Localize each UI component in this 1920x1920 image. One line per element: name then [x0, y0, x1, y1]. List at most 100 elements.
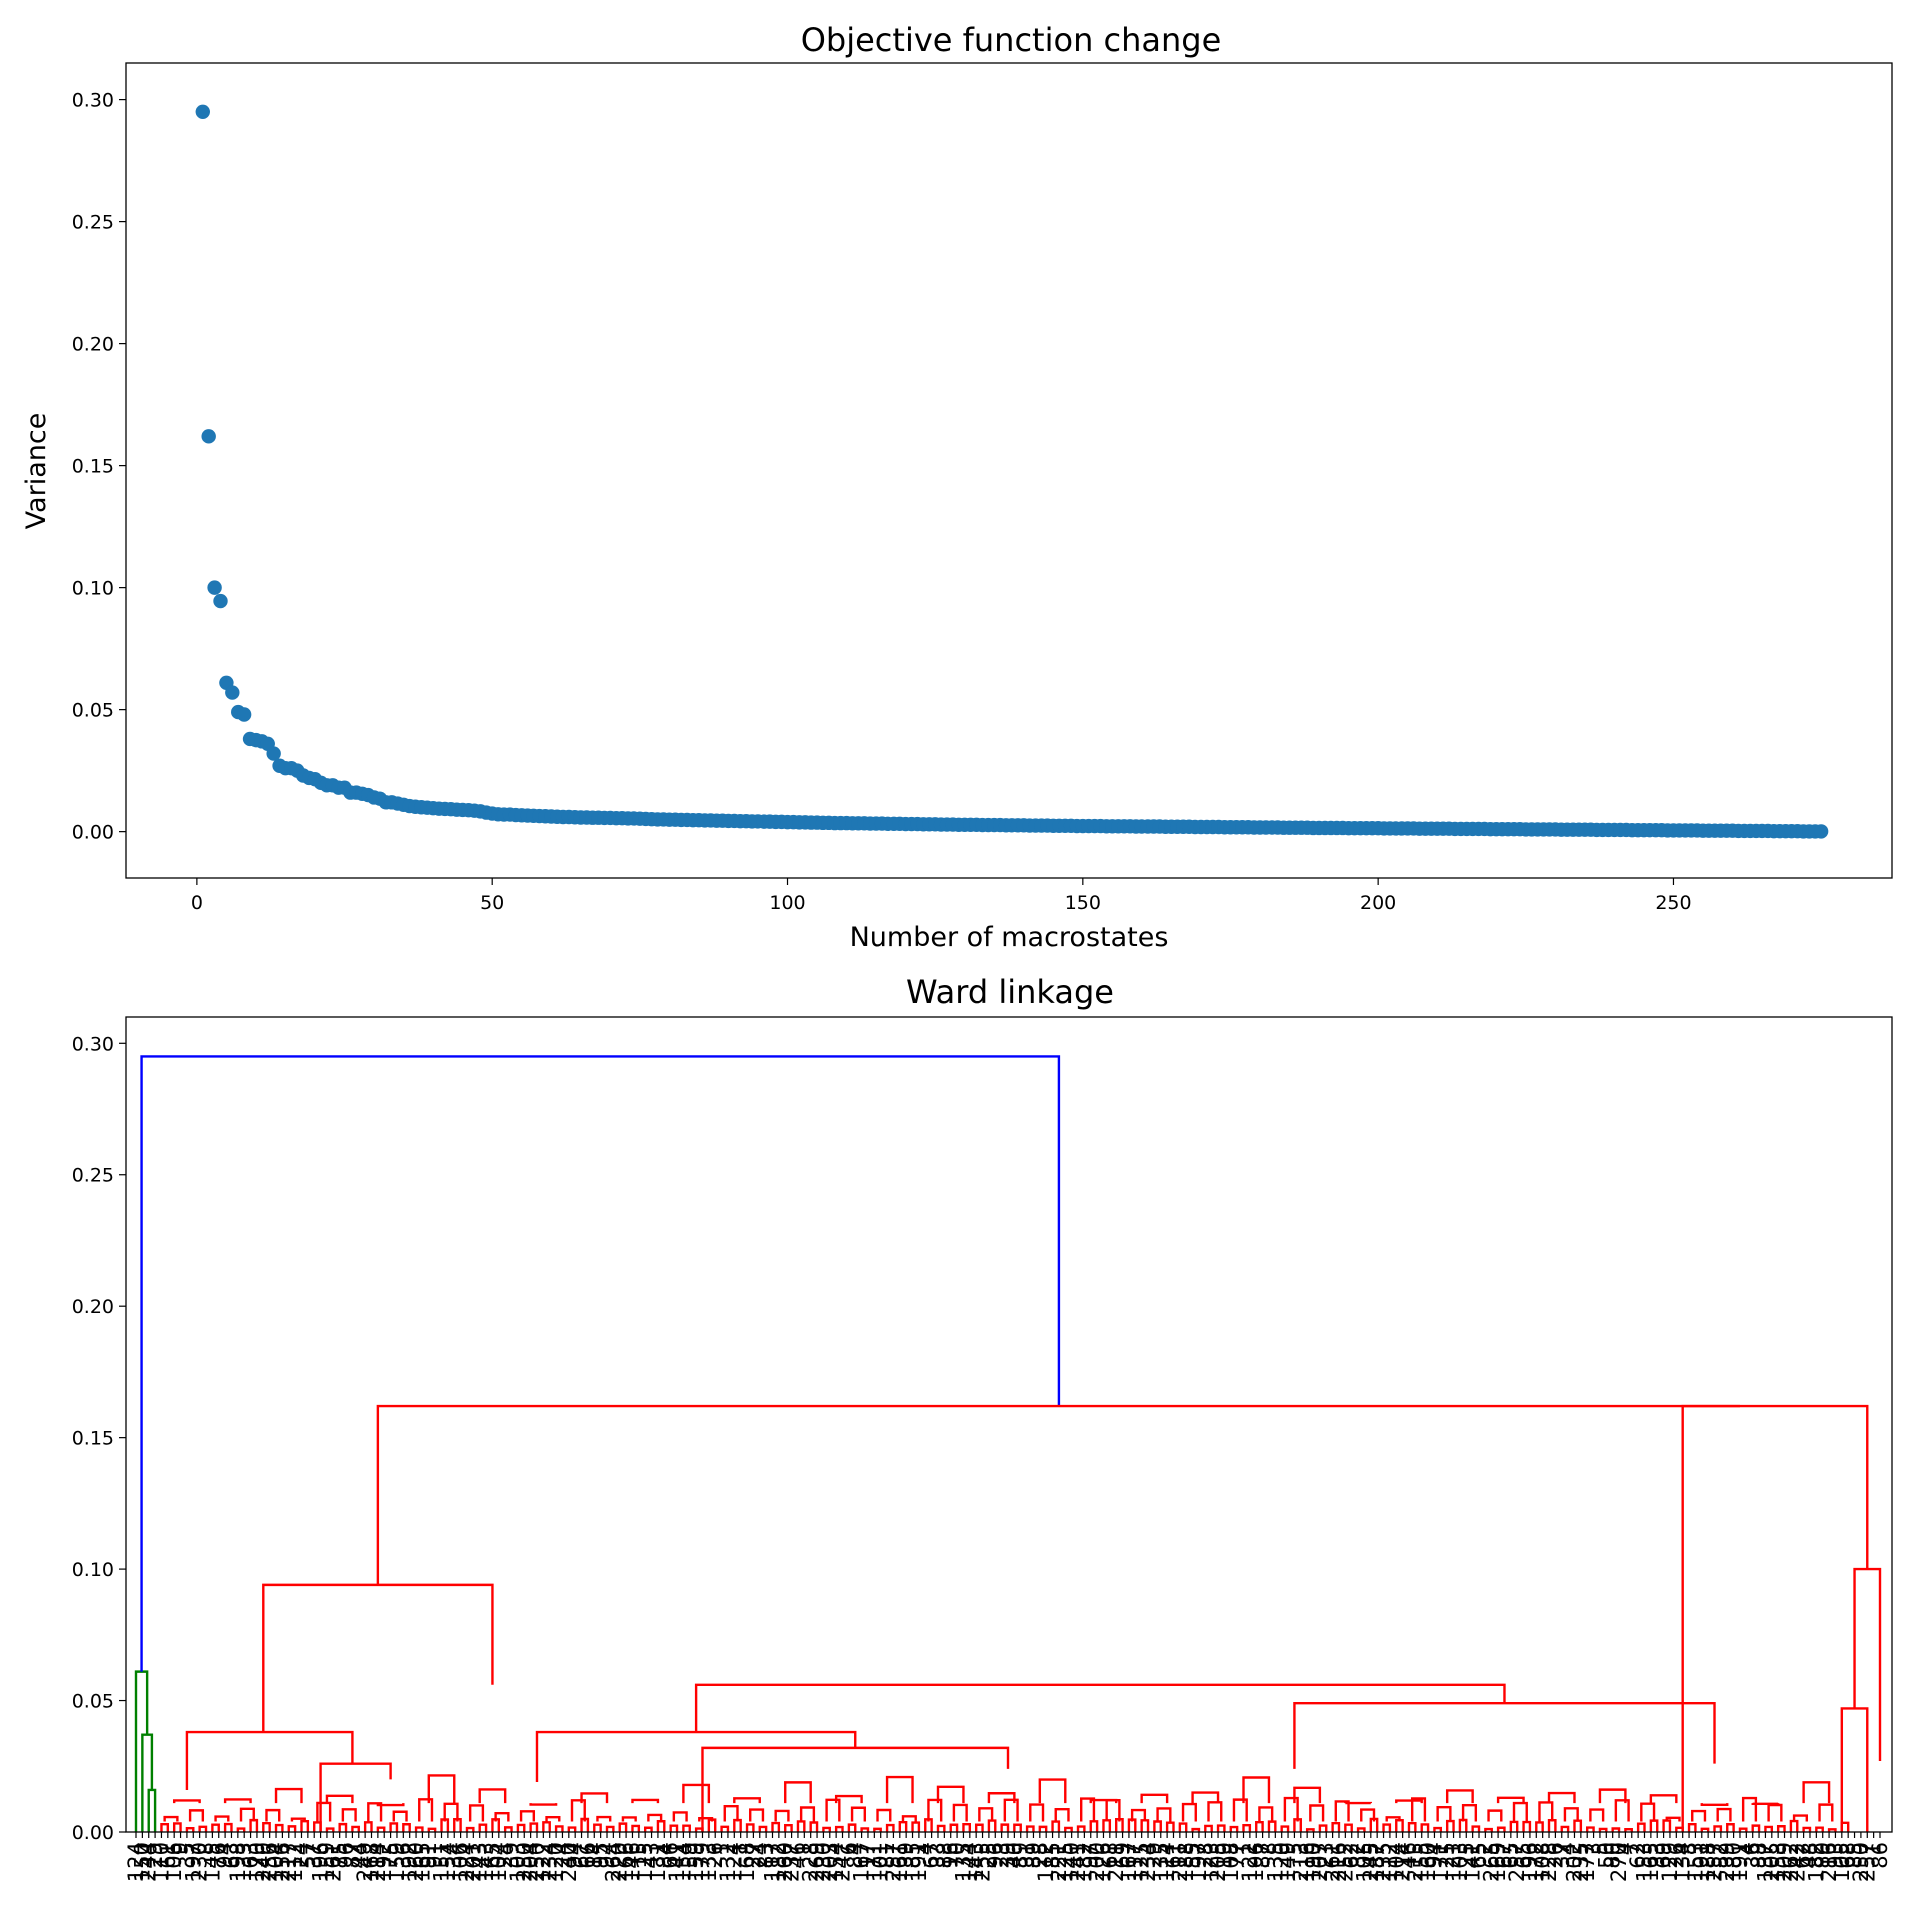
- leaf-label: 140: [1060, 1842, 1084, 1882]
- leaf-label: 7: [1620, 1842, 1644, 1855]
- leaf-label: 188: [1696, 1842, 1720, 1882]
- leaf-label: 88: [1747, 1842, 1771, 1869]
- dendrogram-link: [1640, 1802, 1656, 1822]
- leaf-label: 122: [1238, 1842, 1262, 1882]
- leaf-label: 125: [633, 1842, 657, 1882]
- leaf-label: 197: [181, 1842, 205, 1882]
- leaf-label: 104: [264, 1842, 288, 1882]
- leaf-label: 66: [659, 1842, 683, 1869]
- leaf-label: 116: [1295, 1842, 1319, 1882]
- dendrogram-link: [682, 1824, 691, 1832]
- dendrogram-link: [1229, 1825, 1239, 1832]
- dendrogram-link: [1586, 1826, 1595, 1832]
- dendrogram-link: [1461, 1803, 1478, 1822]
- dendrogram-link: [427, 1827, 437, 1832]
- dendrogram-link: [1385, 1816, 1401, 1822]
- dendrogram-link: [749, 1808, 765, 1822]
- leaf-label: 203: [818, 1842, 842, 1882]
- leaf-label: 93: [1823, 1842, 1847, 1869]
- dendrogram-link: [1216, 1824, 1226, 1832]
- dendrogram-link: [570, 1799, 586, 1822]
- dendrogram-link: [1407, 1821, 1417, 1832]
- dendrogram-link: [1687, 1822, 1697, 1832]
- dendrogram-link: [1156, 1807, 1172, 1822]
- dendrogram-link: [1331, 1822, 1341, 1832]
- dendrogram-link: [1738, 1827, 1748, 1832]
- dendrogram-link: [503, 1826, 513, 1832]
- dendrogram-link: [1716, 1807, 1732, 1822]
- dendrogram-link: [1153, 1820, 1162, 1832]
- leaf-label: 228: [799, 1842, 823, 1882]
- leaf-label: 75: [328, 1842, 352, 1869]
- dendrogram-link: [274, 1823, 284, 1832]
- leaf-label: 114: [1155, 1842, 1179, 1882]
- y-tick-label: 0.25: [72, 1165, 114, 1187]
- leaf-label: 188: [1174, 1842, 1198, 1882]
- leaf-label: 167: [850, 1842, 874, 1882]
- leaf-label: 126: [1091, 1842, 1115, 1882]
- leaf-label: 84: [843, 1842, 867, 1869]
- leaf-label: 39: [894, 1842, 918, 1869]
- leaf-label: 169: [1486, 1842, 1510, 1882]
- dendrogram-link: [188, 1809, 205, 1822]
- leaf-label: 48: [1798, 1842, 1822, 1869]
- leaf-label: 1: [792, 1842, 816, 1855]
- dendrogram-link: [1165, 1821, 1175, 1832]
- leaf-label: 154: [436, 1842, 460, 1882]
- leaf-label: 269: [805, 1842, 829, 1882]
- dendrogram-link: [1207, 1801, 1223, 1822]
- dendrogram-link: [1649, 1794, 1678, 1804]
- leaf-label: 23: [990, 1842, 1014, 1869]
- leaf-label: 112: [1378, 1842, 1402, 1882]
- leaf-label: 83: [754, 1842, 778, 1869]
- leaf-label: 230: [188, 1842, 212, 1882]
- dendrogram-link: [1624, 1827, 1633, 1832]
- dendrogram-link: [1360, 1808, 1376, 1822]
- dendrogram-link: [1064, 1826, 1073, 1832]
- leaf-label: 228: [1537, 1842, 1561, 1882]
- leaf-label: 65: [1467, 1842, 1491, 1869]
- dendrogram-link: [1509, 1820, 1519, 1832]
- leaf-label: 103: [506, 1842, 530, 1882]
- leaf-label: 255: [971, 1842, 995, 1882]
- dendrogram-link: [1130, 1808, 1147, 1822]
- leaf-label: 165: [480, 1842, 504, 1882]
- dendrogram-link: [341, 1808, 357, 1822]
- leaf-label: 153: [1683, 1842, 1707, 1882]
- leaf-label: 68: [1098, 1842, 1122, 1869]
- leaf-label: 185: [901, 1842, 925, 1882]
- dendrogram-link: [1751, 1802, 1780, 1805]
- leaf-label: 63: [219, 1842, 243, 1869]
- leaf-label: 3: [1582, 1842, 1606, 1855]
- dendrogram-link: [239, 1807, 255, 1822]
- leaf-label: 182: [1072, 1842, 1096, 1882]
- dendrogram-link: [949, 1823, 959, 1832]
- leaf-label: 5: [1282, 1842, 1306, 1855]
- dendrogram-link: [694, 1683, 1506, 1733]
- scatter-point: [195, 104, 210, 120]
- dendrogram-link: [631, 1824, 641, 1832]
- leaf-label: 235: [1569, 1842, 1593, 1882]
- leaf-label: 129: [1658, 1842, 1682, 1882]
- leaf-label: 190: [1302, 1842, 1326, 1882]
- dendrogram-link: [898, 1821, 908, 1832]
- leaf-label: 108: [1219, 1842, 1243, 1882]
- dendrogram-link: [367, 1802, 383, 1822]
- leaf-label: 215: [1403, 1842, 1427, 1882]
- leaf-label: 134: [1671, 1842, 1695, 1882]
- leaf-label: 160: [1416, 1842, 1440, 1882]
- leaf-label: 187: [1365, 1842, 1389, 1882]
- dendrogram-link: [1484, 1827, 1493, 1832]
- leaf-label: 202: [1562, 1842, 1586, 1882]
- leaf-label: 179: [690, 1842, 714, 1882]
- leaf-label: 198: [226, 1842, 250, 1882]
- leaf-label: 145: [200, 1842, 224, 1882]
- leaf-label: 141: [1461, 1842, 1485, 1882]
- dendrogram-link: [593, 1823, 602, 1832]
- dendrogram-link: [1178, 1822, 1188, 1832]
- leaf-label: 94: [213, 1842, 237, 1869]
- leaf-label: 39: [500, 1842, 524, 1869]
- dendrogram-link: [363, 1821, 373, 1832]
- dendrogram-link: [1356, 1827, 1366, 1832]
